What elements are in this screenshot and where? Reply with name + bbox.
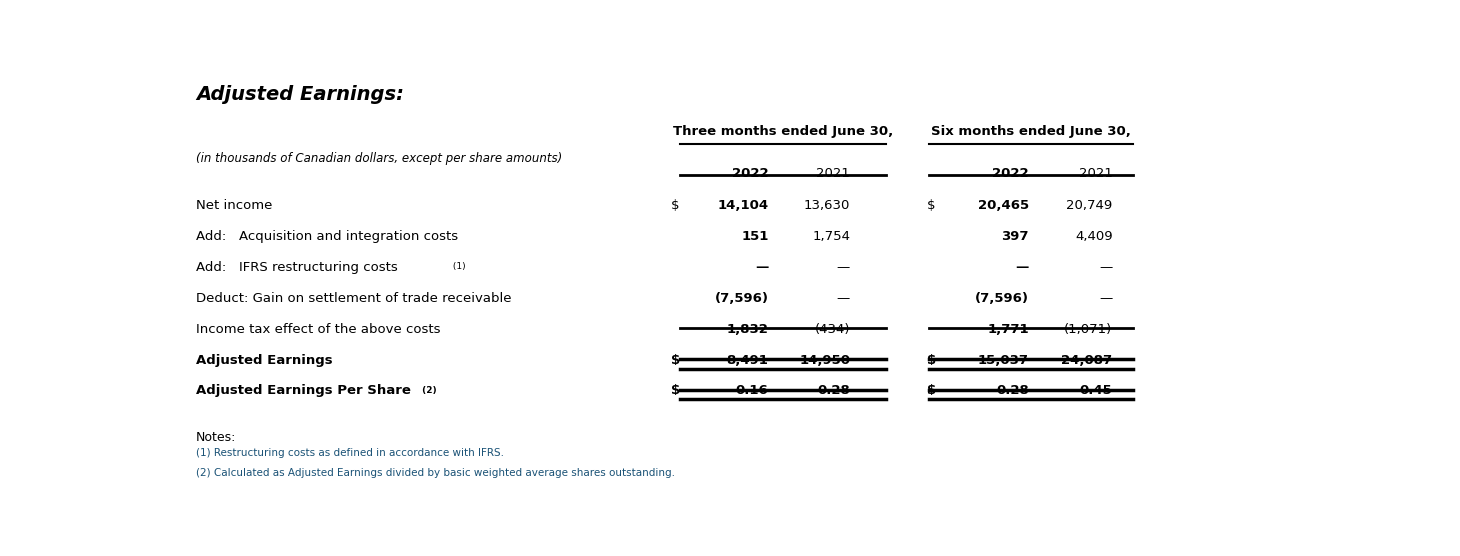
Text: 20,749: 20,749 (1066, 200, 1113, 212)
Text: 2021: 2021 (1079, 167, 1113, 180)
Text: (1,071): (1,071) (1064, 322, 1113, 336)
Text: 8,491: 8,491 (727, 354, 768, 366)
Text: (434): (434) (815, 322, 850, 336)
Text: $: $ (672, 200, 680, 212)
Text: —: — (837, 292, 850, 305)
Text: Adjusted Earnings Per Share: Adjusted Earnings Per Share (196, 384, 410, 398)
Text: Adjusted Earnings:: Adjusted Earnings: (196, 85, 404, 104)
Text: —: — (1016, 261, 1029, 274)
Text: (2): (2) (419, 386, 437, 395)
Text: 13,630: 13,630 (803, 200, 850, 212)
Text: 14,104: 14,104 (717, 200, 768, 212)
Text: $: $ (927, 354, 936, 366)
Text: 14,950: 14,950 (799, 354, 850, 366)
Text: (1): (1) (450, 262, 466, 271)
Text: 24,087: 24,087 (1061, 354, 1113, 366)
Text: (1) Restructuring costs as defined in accordance with IFRS.: (1) Restructuring costs as defined in ac… (196, 448, 504, 458)
Text: —: — (837, 261, 850, 274)
Text: 0.28: 0.28 (818, 384, 850, 398)
Text: —: — (1099, 292, 1113, 305)
Text: —: — (755, 261, 768, 274)
Text: —: — (1099, 261, 1113, 274)
Text: Add:   Acquisition and integration costs: Add: Acquisition and integration costs (196, 230, 458, 244)
Text: 20,465: 20,465 (978, 200, 1029, 212)
Text: (7,596): (7,596) (714, 292, 768, 305)
Text: 151: 151 (742, 230, 768, 244)
Text: Add:   IFRS restructuring costs: Add: IFRS restructuring costs (196, 261, 397, 274)
Text: (in thousands of Canadian dollars, except per share amounts): (in thousands of Canadian dollars, excep… (196, 152, 562, 165)
Text: 397: 397 (1002, 230, 1029, 244)
Text: $: $ (927, 200, 936, 212)
Text: Three months ended June 30,: Three months ended June 30, (673, 125, 894, 137)
Text: 15,037: 15,037 (978, 354, 1029, 366)
Text: 4,409: 4,409 (1075, 230, 1113, 244)
Text: 0.16: 0.16 (736, 384, 768, 398)
Text: 2022: 2022 (731, 167, 768, 180)
Text: (7,596): (7,596) (975, 292, 1029, 305)
Text: $: $ (927, 384, 936, 398)
Text: $: $ (672, 384, 680, 398)
Text: Six months ended June 30,: Six months ended June 30, (931, 125, 1132, 137)
Text: 1,754: 1,754 (812, 230, 850, 244)
Text: Income tax effect of the above costs: Income tax effect of the above costs (196, 322, 441, 336)
Text: 0.45: 0.45 (1080, 384, 1113, 398)
Text: Net income: Net income (196, 200, 273, 212)
Text: $: $ (672, 354, 680, 366)
Text: Adjusted Earnings: Adjusted Earnings (196, 354, 333, 366)
Text: 0.28: 0.28 (996, 384, 1029, 398)
Text: 1,832: 1,832 (727, 322, 768, 336)
Text: (2) Calculated as Adjusted Earnings divided by basic weighted average shares out: (2) Calculated as Adjusted Earnings divi… (196, 468, 675, 478)
Text: Notes:: Notes: (196, 431, 237, 444)
Text: 1,771: 1,771 (987, 322, 1029, 336)
Text: Deduct: Gain on settlement of trade receivable: Deduct: Gain on settlement of trade rece… (196, 292, 511, 305)
Text: 2021: 2021 (816, 167, 850, 180)
Text: 2022: 2022 (993, 167, 1029, 180)
